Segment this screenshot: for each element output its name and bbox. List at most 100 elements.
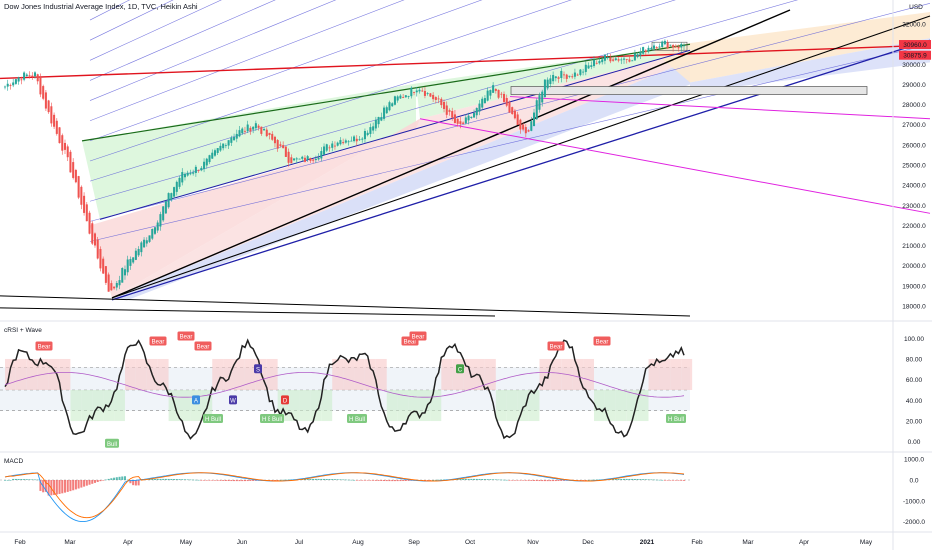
macd-histogram-bar — [625, 478, 628, 480]
macd-histogram-bar — [189, 479, 192, 481]
candle-body — [473, 113, 476, 118]
candle-body — [661, 41, 664, 47]
macd-histogram-bar — [241, 480, 244, 482]
candle-body — [505, 97, 508, 106]
macd-histogram-bar — [644, 479, 647, 480]
candle-body — [606, 57, 609, 59]
wave-fill — [190, 390, 202, 422]
candle-body — [23, 72, 26, 80]
candle-body — [489, 90, 492, 96]
candle-body — [598, 61, 601, 64]
candle-body — [625, 59, 628, 60]
candle-body — [617, 59, 620, 61]
macd-histogram-bar — [216, 480, 219, 481]
macd-histogram-bar — [333, 479, 336, 480]
candle-body — [129, 259, 132, 266]
macd-histogram-bar — [669, 480, 672, 481]
candle-body — [61, 135, 64, 151]
macd-histogram-bar — [309, 478, 312, 480]
macd-histogram-bar — [339, 479, 342, 480]
macd-histogram-bar — [312, 478, 315, 480]
candle-body — [647, 47, 650, 52]
macd-histogram-bar — [186, 479, 189, 481]
candle-body — [614, 58, 617, 61]
candle-body — [350, 140, 353, 142]
candle-body — [39, 77, 42, 95]
macd-histogram-bar — [55, 480, 58, 495]
candle-body — [153, 227, 156, 234]
signal-badge — [177, 331, 195, 341]
candle-body — [522, 124, 525, 130]
macd-histogram-bar — [527, 480, 530, 481]
candle-body — [200, 167, 203, 171]
candle-body — [279, 144, 282, 146]
candle-body — [445, 105, 448, 115]
signal-badge-text: W — [230, 398, 236, 404]
candle-body — [192, 172, 195, 174]
candle-body — [230, 137, 233, 143]
candle-body — [298, 158, 301, 160]
macd-histogram-bar — [320, 478, 323, 480]
macd-histogram-bar — [655, 479, 658, 481]
wave-fill — [495, 390, 507, 422]
wave-fill — [452, 358, 464, 390]
signal-badge-text: Bear — [412, 335, 425, 341]
wave-fill — [321, 390, 333, 422]
candle-body — [181, 172, 184, 183]
wave-fill — [266, 358, 278, 390]
candle-body — [437, 98, 440, 100]
macd-histogram-bar — [388, 480, 391, 482]
candle-body — [612, 59, 615, 61]
candle-body — [609, 57, 612, 62]
macd-histogram-bar — [252, 480, 255, 481]
candle-body — [358, 139, 361, 141]
channel-fill-blue — [690, 38, 930, 93]
candle-body — [243, 130, 246, 132]
candle-body — [388, 102, 391, 111]
macd-histogram-bar — [489, 479, 492, 480]
macd-histogram-bar — [543, 480, 546, 482]
macd-histogram-bar — [72, 480, 75, 491]
candle-body — [252, 126, 255, 130]
macd-histogram-bar — [652, 479, 656, 481]
macd-histogram-bar — [323, 478, 326, 480]
candle-body — [260, 126, 263, 134]
macd-histogram-bar — [470, 478, 473, 480]
candle-body — [126, 259, 129, 273]
candle-body — [178, 177, 181, 187]
candle-body — [601, 59, 604, 63]
candle-body — [325, 144, 328, 151]
candle-body — [216, 148, 219, 153]
channel-fill-green — [82, 83, 416, 220]
macd-histogram-bar — [58, 480, 61, 494]
x-tick-label: May — [860, 539, 873, 546]
rsi-tick-label: 60.00 — [906, 377, 923, 384]
signal-badge-text: Bear — [152, 340, 165, 346]
macd-histogram-bar — [642, 479, 645, 480]
macd-signal-line — [4, 472, 685, 519]
macd-histogram-bar — [505, 479, 508, 481]
macd-histogram-bar — [25, 479, 28, 480]
macd-histogram-bar — [399, 480, 402, 482]
macd-histogram-bar — [677, 480, 680, 481]
upper-channel-line — [81, 43, 691, 142]
macd-histogram-bar — [233, 480, 236, 482]
macd-histogram-bar — [219, 480, 222, 481]
candle-body — [592, 59, 596, 67]
candle-body — [36, 74, 39, 82]
wave-fill — [550, 358, 562, 390]
price-tag — [899, 50, 931, 60]
macd-histogram-bar — [121, 476, 124, 480]
candle-body — [423, 90, 426, 96]
macd-histogram-bar — [590, 479, 593, 481]
wave-fill — [364, 358, 376, 390]
candle-body — [235, 133, 238, 139]
candle-body — [284, 146, 287, 157]
channel-fill-orange — [650, 12, 930, 83]
wave-fill — [626, 390, 638, 422]
candle-body — [53, 114, 56, 127]
macd-histogram-bar — [407, 480, 410, 481]
candle-body — [306, 156, 309, 160]
macd-histogram-bar — [336, 479, 339, 480]
